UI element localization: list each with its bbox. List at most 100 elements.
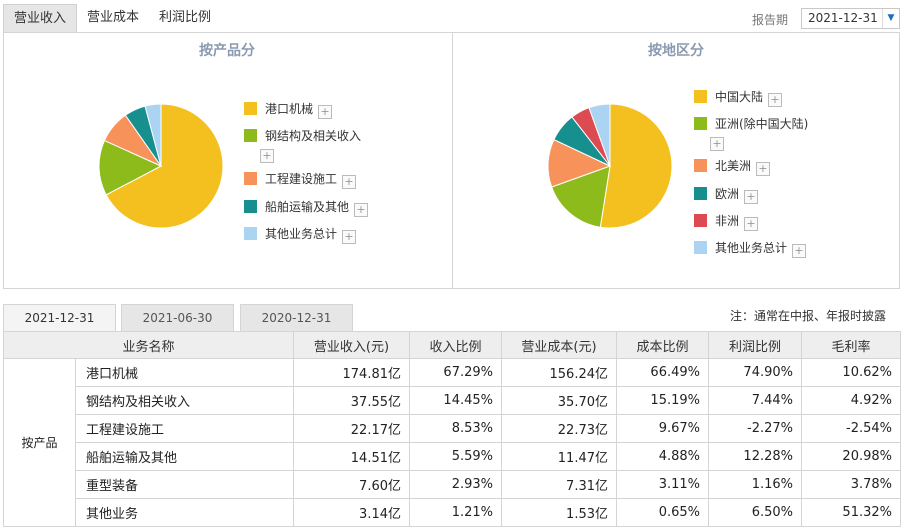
expand-plus-icon[interactable]: + [318,105,333,119]
expand-plus-icon[interactable]: + [744,190,759,204]
value-cell: 22.17亿 [293,414,410,443]
pie-slice[interactable] [588,103,611,167]
value-cell: -2.27% [708,414,802,443]
header-cost: 营业成本(元) [501,331,617,359]
expand-plus-icon[interactable]: + [710,137,724,151]
expand-plus-icon[interactable]: + [342,175,357,189]
legend-item[interactable]: 欧洲 + [694,186,759,204]
expand-plus-icon[interactable]: + [744,217,759,231]
legend-swatch [694,214,707,227]
legend-item[interactable]: 北美洲 + [694,158,771,176]
chart-title-product: 按产品分 [199,43,255,59]
legend-label: 其他业务总计 [265,227,338,241]
pie-slice[interactable] [551,165,611,228]
legend-item[interactable]: 船舶运输及其他 + [244,199,369,217]
legend-swatch [244,200,257,213]
legend-expand-wrap: + [260,145,274,163]
expand-plus-icon[interactable]: + [342,230,357,244]
legend-label: 非洲 [715,214,740,228]
pie-slice[interactable] [144,103,162,167]
value-cell: 15.19% [616,386,709,415]
legend-label: 中国大陆 [715,90,764,104]
value-cell: 4.88% [616,442,709,471]
period-tab-3[interactable]: 2020-12-31 [240,304,353,331]
period-tab-2[interactable]: 2021-06-30 [121,304,234,331]
value-cell: 3.14亿 [293,498,410,527]
expand-plus-icon[interactable]: + [354,203,369,217]
tab-revenue[interactable]: 营业收入 [3,4,78,32]
legend-label: 欧洲 [715,187,740,201]
expand-plus-icon[interactable]: + [792,244,807,258]
business-name-cell: 港口机械 [75,358,294,387]
value-cell: 51.32% [801,498,901,527]
value-cell: 0.65% [616,498,709,527]
legend-swatch [694,117,707,130]
value-cell: 156.24亿 [501,358,617,387]
value-cell: 1.16% [708,470,802,499]
value-cell: 20.98% [801,442,901,471]
pie-chart-region [547,103,673,229]
legend-expand-wrap: + [710,133,724,151]
value-cell: 66.49% [616,358,709,387]
value-cell: 3.78% [801,470,901,499]
legend-label: 北美洲 [715,159,752,173]
period-tab-1[interactable]: 2021-12-31 [3,304,116,331]
report-type-tabs: 营业收入 营业成本 利润比例 [3,4,221,32]
legend-item[interactable]: 港口机械 + [244,101,333,119]
expand-plus-icon[interactable]: + [756,162,771,176]
value-cell: 7.60亿 [293,470,410,499]
legend-item[interactable]: 其他业务总计 + [694,240,807,258]
legend-label: 钢结构及相关收入 [265,129,362,143]
pie-slice[interactable] [98,139,163,196]
header-profit-ratio: 利润比例 [708,331,802,359]
chart-divider [452,33,453,288]
value-cell: 5.59% [409,442,502,471]
value-cell: 35.70亿 [501,386,617,415]
value-cell: 67.29% [409,358,502,387]
value-cell: 1.53亿 [501,498,617,527]
legend-swatch [244,227,257,240]
value-cell: 14.45% [409,386,502,415]
value-cell: 2.93% [409,470,502,499]
table-row: 钢结构及相关收入 37.55亿 14.45% 35.70亿 15.19% 7.44% 4.9… [4,386,901,415]
table-row: 工程建设施工 22.17亿 8.53% 22.73亿 9.67% -2.27% -2.54% [4,414,901,443]
legend-item[interactable]: 中国大陆 + [694,89,783,107]
legend-item[interactable]: 其他业务总计 + [244,226,357,244]
business-name-cell: 工程建设施工 [75,414,294,443]
value-cell: 7.44% [708,386,802,415]
header-gross-margin: 毛利率 [801,331,901,359]
table-row: 按产品 港口机械 174.81亿 67.29% 156.24亿 66.49% 74.90% 1… [3,358,901,527]
value-cell: 74.90% [708,358,802,387]
group-label: 按产品 [3,358,76,527]
legend-label: 工程建设施工 [265,172,338,186]
tab-profit-ratio[interactable]: 利润比例 [159,10,212,25]
legend-swatch [694,90,707,103]
value-cell: 12.28% [708,442,802,471]
legend-label: 其他业务总计 [715,241,788,255]
value-cell: 1.21% [409,498,502,527]
disclosure-note: 注：通常在中报、年报时披露 [730,309,887,323]
pie-chart-product [98,103,224,229]
legend-item[interactable]: 亚洲(除中国大陆) [694,116,808,132]
expand-plus-icon[interactable]: + [260,149,274,163]
header-revenue: 营业收入(元) [293,331,410,359]
expand-plus-icon[interactable]: + [768,93,783,107]
chart-panels: 按产品分 港口机械 + 钢结构及相关收入 + 工程建设施工 + 船舶运输及其他 + 其他业务总计… [3,32,900,289]
value-cell: -2.54% [801,414,901,443]
legend-swatch [244,102,257,115]
legend-item[interactable]: 非洲 + [694,213,759,231]
legend-swatch [694,187,707,200]
dropdown-arrow-icon[interactable]: ▼ [882,9,899,28]
period-select[interactable]: 2021-12-31 ▼ [801,8,900,29]
period-label: 报告期 [752,13,789,27]
business-name-cell: 其他业务 [75,498,294,527]
business-name-cell: 船舶运输及其他 [75,442,294,471]
tab-cost[interactable]: 营业成本 [87,10,140,25]
period-select-value: 2021-12-31 [808,11,878,25]
legend-swatch [244,172,257,185]
value-cell: 6.50% [708,498,802,527]
legend-item[interactable]: 工程建设施工 + [244,171,357,189]
legend-item[interactable]: 钢结构及相关收入 [244,128,361,144]
pie-slice[interactable] [599,103,673,229]
pie-slice[interactable] [105,103,224,229]
